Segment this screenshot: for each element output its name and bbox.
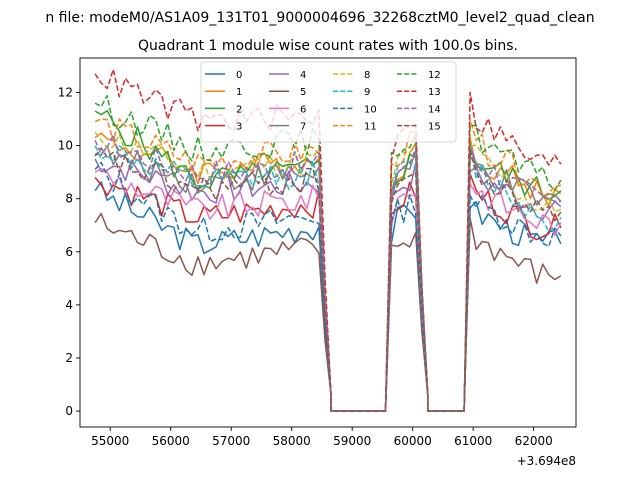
axes-layer: 55000 56000 57000 58000 59000 60000 61000 62000… — [58, 57, 577, 448]
legend-label: 5 — [300, 87, 306, 98]
plot-frame — [79, 57, 577, 428]
legend-label: 1 — [236, 87, 242, 98]
legend-box — [200, 61, 457, 143]
x-tick-label: 60000 — [394, 434, 432, 448]
legend-label: 4 — [300, 70, 306, 81]
x-tick-label: 61000 — [454, 434, 492, 448]
legend-label: 9 — [364, 87, 370, 98]
series-line-15 — [94, 147, 562, 412]
x-tick-label: 56000 — [152, 434, 190, 448]
x-tick-label: 58000 — [273, 434, 311, 448]
legend-label: 0 — [236, 70, 242, 81]
legend-label: 15 — [428, 122, 441, 133]
legend-label: 2 — [236, 104, 242, 115]
series-line-14 — [94, 134, 561, 412]
x-tick-label: 59000 — [333, 434, 371, 448]
legend-label: 6 — [300, 104, 306, 115]
y-tick-label: 0 — [65, 404, 73, 418]
y-tick-label: 4 — [65, 298, 73, 312]
figure-suptitle: n file: modeM0/AS1A09_131T01_9000004696_… — [45, 10, 594, 26]
legend-label: 7 — [300, 122, 306, 133]
x-tick-label: 62000 — [515, 434, 553, 448]
chart-title: Quadrant 1 module wise count rates with … — [138, 38, 518, 54]
y-tick-label: 12 — [58, 86, 73, 100]
series-line-12 — [94, 94, 562, 412]
legend-label: 10 — [364, 104, 377, 115]
y-tick-label: 6 — [65, 245, 73, 259]
legend-label: 11 — [364, 122, 377, 133]
legend-label: 12 — [428, 70, 441, 81]
y-tick-label: 10 — [58, 139, 73, 153]
x-offset-label: +3.694e8 — [517, 454, 576, 468]
legend-label: 8 — [364, 70, 370, 81]
legend-label: 3 — [236, 122, 242, 133]
y-tick-label: 8 — [65, 192, 73, 206]
x-tick-label: 57000 — [212, 434, 250, 448]
legend-label: 14 — [428, 104, 441, 115]
series-layer — [94, 68, 562, 412]
x-tick-label: 55000 — [91, 434, 129, 448]
legend-label: 13 — [428, 87, 441, 98]
y-tick-label: 2 — [65, 351, 73, 365]
